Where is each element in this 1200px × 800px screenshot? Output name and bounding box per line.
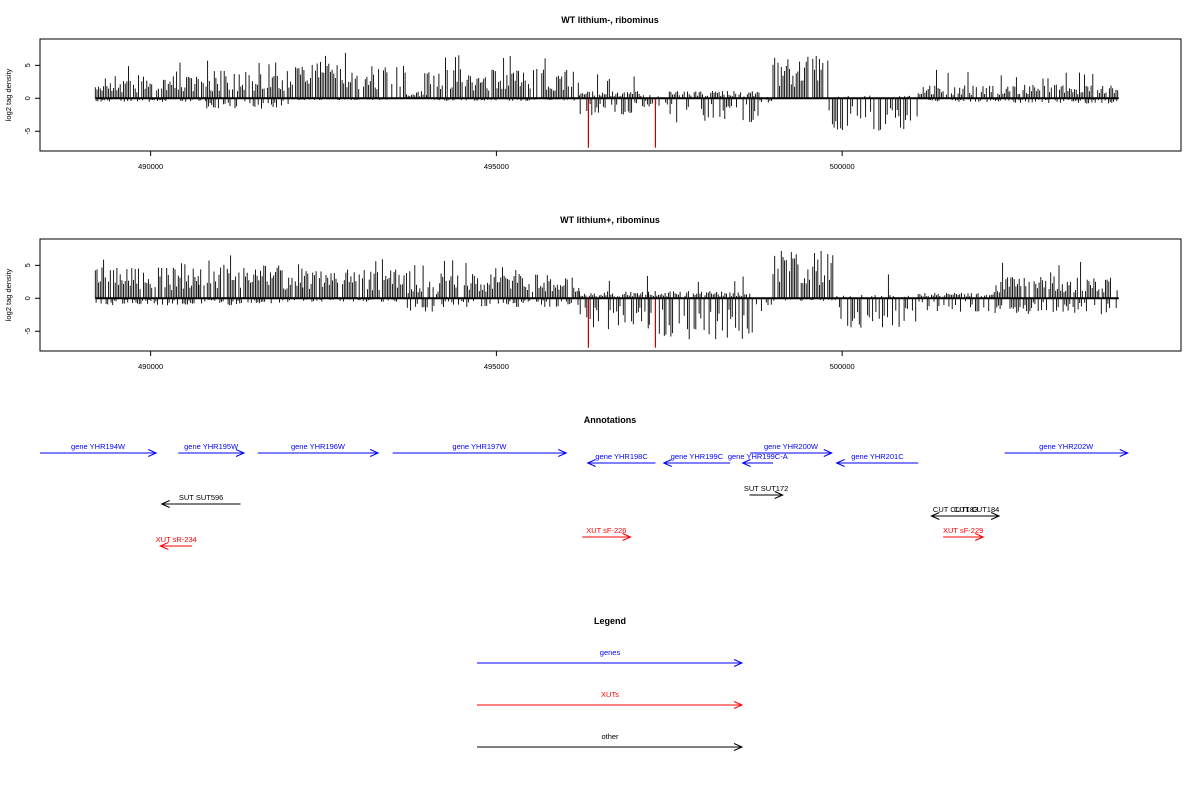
- feature-label: gene YHR198C: [595, 452, 648, 461]
- feature-arrow: [943, 533, 985, 541]
- legend-title: Legend: [594, 616, 626, 626]
- feature-label: gene YHR202W: [1039, 442, 1094, 451]
- feature-gene: gene YHR195W: [178, 442, 246, 457]
- feature-arrow: [257, 449, 380, 457]
- feature-arrow: [40, 449, 158, 457]
- y-tick-label: 0: [23, 296, 32, 300]
- spike-group: [587, 98, 657, 148]
- chart-panel-lithium-plus: WT lithium+, ribominus log2 tag density …: [4, 215, 1182, 371]
- y-axis-label: log2 tag density: [4, 68, 13, 121]
- feature-gene: gene YHR197W: [392, 442, 568, 457]
- bar-group: [94, 250, 1118, 340]
- feature-label: gene YHR195W: [184, 442, 239, 451]
- legend-label: genes: [600, 648, 621, 657]
- feature-label: gene YHR201C: [851, 452, 904, 461]
- feature-label: CUT CUT184: [954, 505, 999, 514]
- legend-label: other: [601, 732, 619, 741]
- x-axis: 490000 495000 500000: [138, 350, 855, 371]
- feature-label: gene YHR196W: [291, 442, 346, 451]
- feature-gene: gene YHR196W: [257, 442, 380, 457]
- x-tick-label: 500000: [830, 362, 855, 371]
- feature-gene: gene YHR199C: [662, 452, 731, 467]
- legend-item-gene: genes: [477, 648, 744, 667]
- feature-xut: XUT sF-226: [582, 526, 632, 541]
- feature-label: gene YHR199C-A: [728, 452, 788, 461]
- feature-arrow: [160, 500, 241, 508]
- feature-label: gene YHR194W: [71, 442, 126, 451]
- feature-gene: gene YHR200W: [750, 442, 834, 457]
- x-tick-label: 490000: [138, 162, 163, 171]
- feature-arrow: [662, 459, 731, 467]
- feature-arrow: [749, 491, 784, 499]
- y-tick-label: -5: [23, 328, 32, 335]
- feature-gene: gene YHR202W: [1004, 442, 1130, 457]
- feature-other: CUT CUT184: [954, 505, 1001, 520]
- feature-gene: gene YHR199C-A: [728, 452, 788, 467]
- x-tick-label: 495000: [484, 362, 509, 371]
- feature-label: gene YHR200W: [764, 442, 819, 451]
- feature-label: SUT SUT596: [179, 493, 223, 502]
- feature-label: gene YHR197W: [452, 442, 507, 451]
- y-axis: 5 0 -5: [23, 263, 41, 335]
- y-tick-label: -5: [23, 128, 32, 135]
- feature-other: SUT SUT596: [160, 493, 241, 508]
- feature-arrow: [750, 449, 834, 457]
- annotation-track: Annotations gene YHR194W gene YHR195W gene…: [40, 415, 1130, 550]
- feature-arrow: [159, 542, 193, 550]
- feature-label: XUT sR-234: [156, 535, 197, 544]
- legend-label: XUTs: [601, 690, 619, 699]
- feature-arrow: [586, 459, 656, 467]
- feature-arrow: [835, 459, 919, 467]
- feature-arrow: [1004, 449, 1130, 457]
- bar-group: [94, 52, 1119, 131]
- feature-other: SUT SUT172: [744, 484, 788, 499]
- feature-label: XUT sF-226: [586, 526, 626, 535]
- chart-title: WT lithium+, ribominus: [560, 215, 660, 225]
- legend-items: genes XUTs other: [477, 648, 744, 751]
- feature-label: gene YHR199C: [671, 452, 724, 461]
- feature-arrow: [954, 512, 1001, 520]
- x-axis: 490000 495000 500000: [138, 150, 855, 171]
- chart-title: WT lithium-, ribominus: [561, 15, 659, 25]
- feature-arrow: [178, 449, 246, 457]
- feature-label: XUT sF-229: [943, 526, 983, 535]
- legend: Legend genes XUTs other: [477, 616, 744, 751]
- legend-item-other: other: [477, 732, 744, 751]
- y-tick-label: 5: [23, 263, 32, 267]
- legend-arrow: [477, 743, 744, 751]
- legend-arrow: [477, 701, 744, 709]
- y-axis: 5 0 -5: [23, 63, 41, 135]
- chart-panel-lithium-minus: WT lithium-, ribominus log2 tag density …: [4, 15, 1182, 171]
- x-tick-label: 500000: [830, 162, 855, 171]
- legend-arrow: [477, 659, 744, 667]
- y-tick-label: 0: [23, 96, 32, 100]
- feature-label: CUT CUT183: [933, 505, 978, 514]
- feature-xut: XUT sR-234: [156, 535, 197, 550]
- y-axis-label: log2 tag density: [4, 268, 13, 321]
- feature-arrow: [582, 533, 632, 541]
- feature-gene: gene YHR201C: [835, 452, 919, 467]
- feature-xut: XUT sF-229: [943, 526, 985, 541]
- feature-label: SUT SUT172: [744, 484, 788, 493]
- y-tick-label: 5: [23, 63, 32, 67]
- feature-layer: gene YHR194W gene YHR195W gene YHR196W gene…: [40, 442, 1130, 550]
- feature-gene: gene YHR194W: [40, 442, 158, 457]
- feature-arrow: [392, 449, 568, 457]
- annotations-title: Annotations: [584, 415, 637, 425]
- x-tick-label: 490000: [138, 362, 163, 371]
- feature-arrow: [741, 459, 774, 467]
- legend-item-xut: XUTs: [477, 690, 744, 709]
- x-tick-label: 495000: [484, 162, 509, 171]
- feature-gene: gene YHR198C: [586, 452, 656, 467]
- spike-group: [587, 298, 657, 348]
